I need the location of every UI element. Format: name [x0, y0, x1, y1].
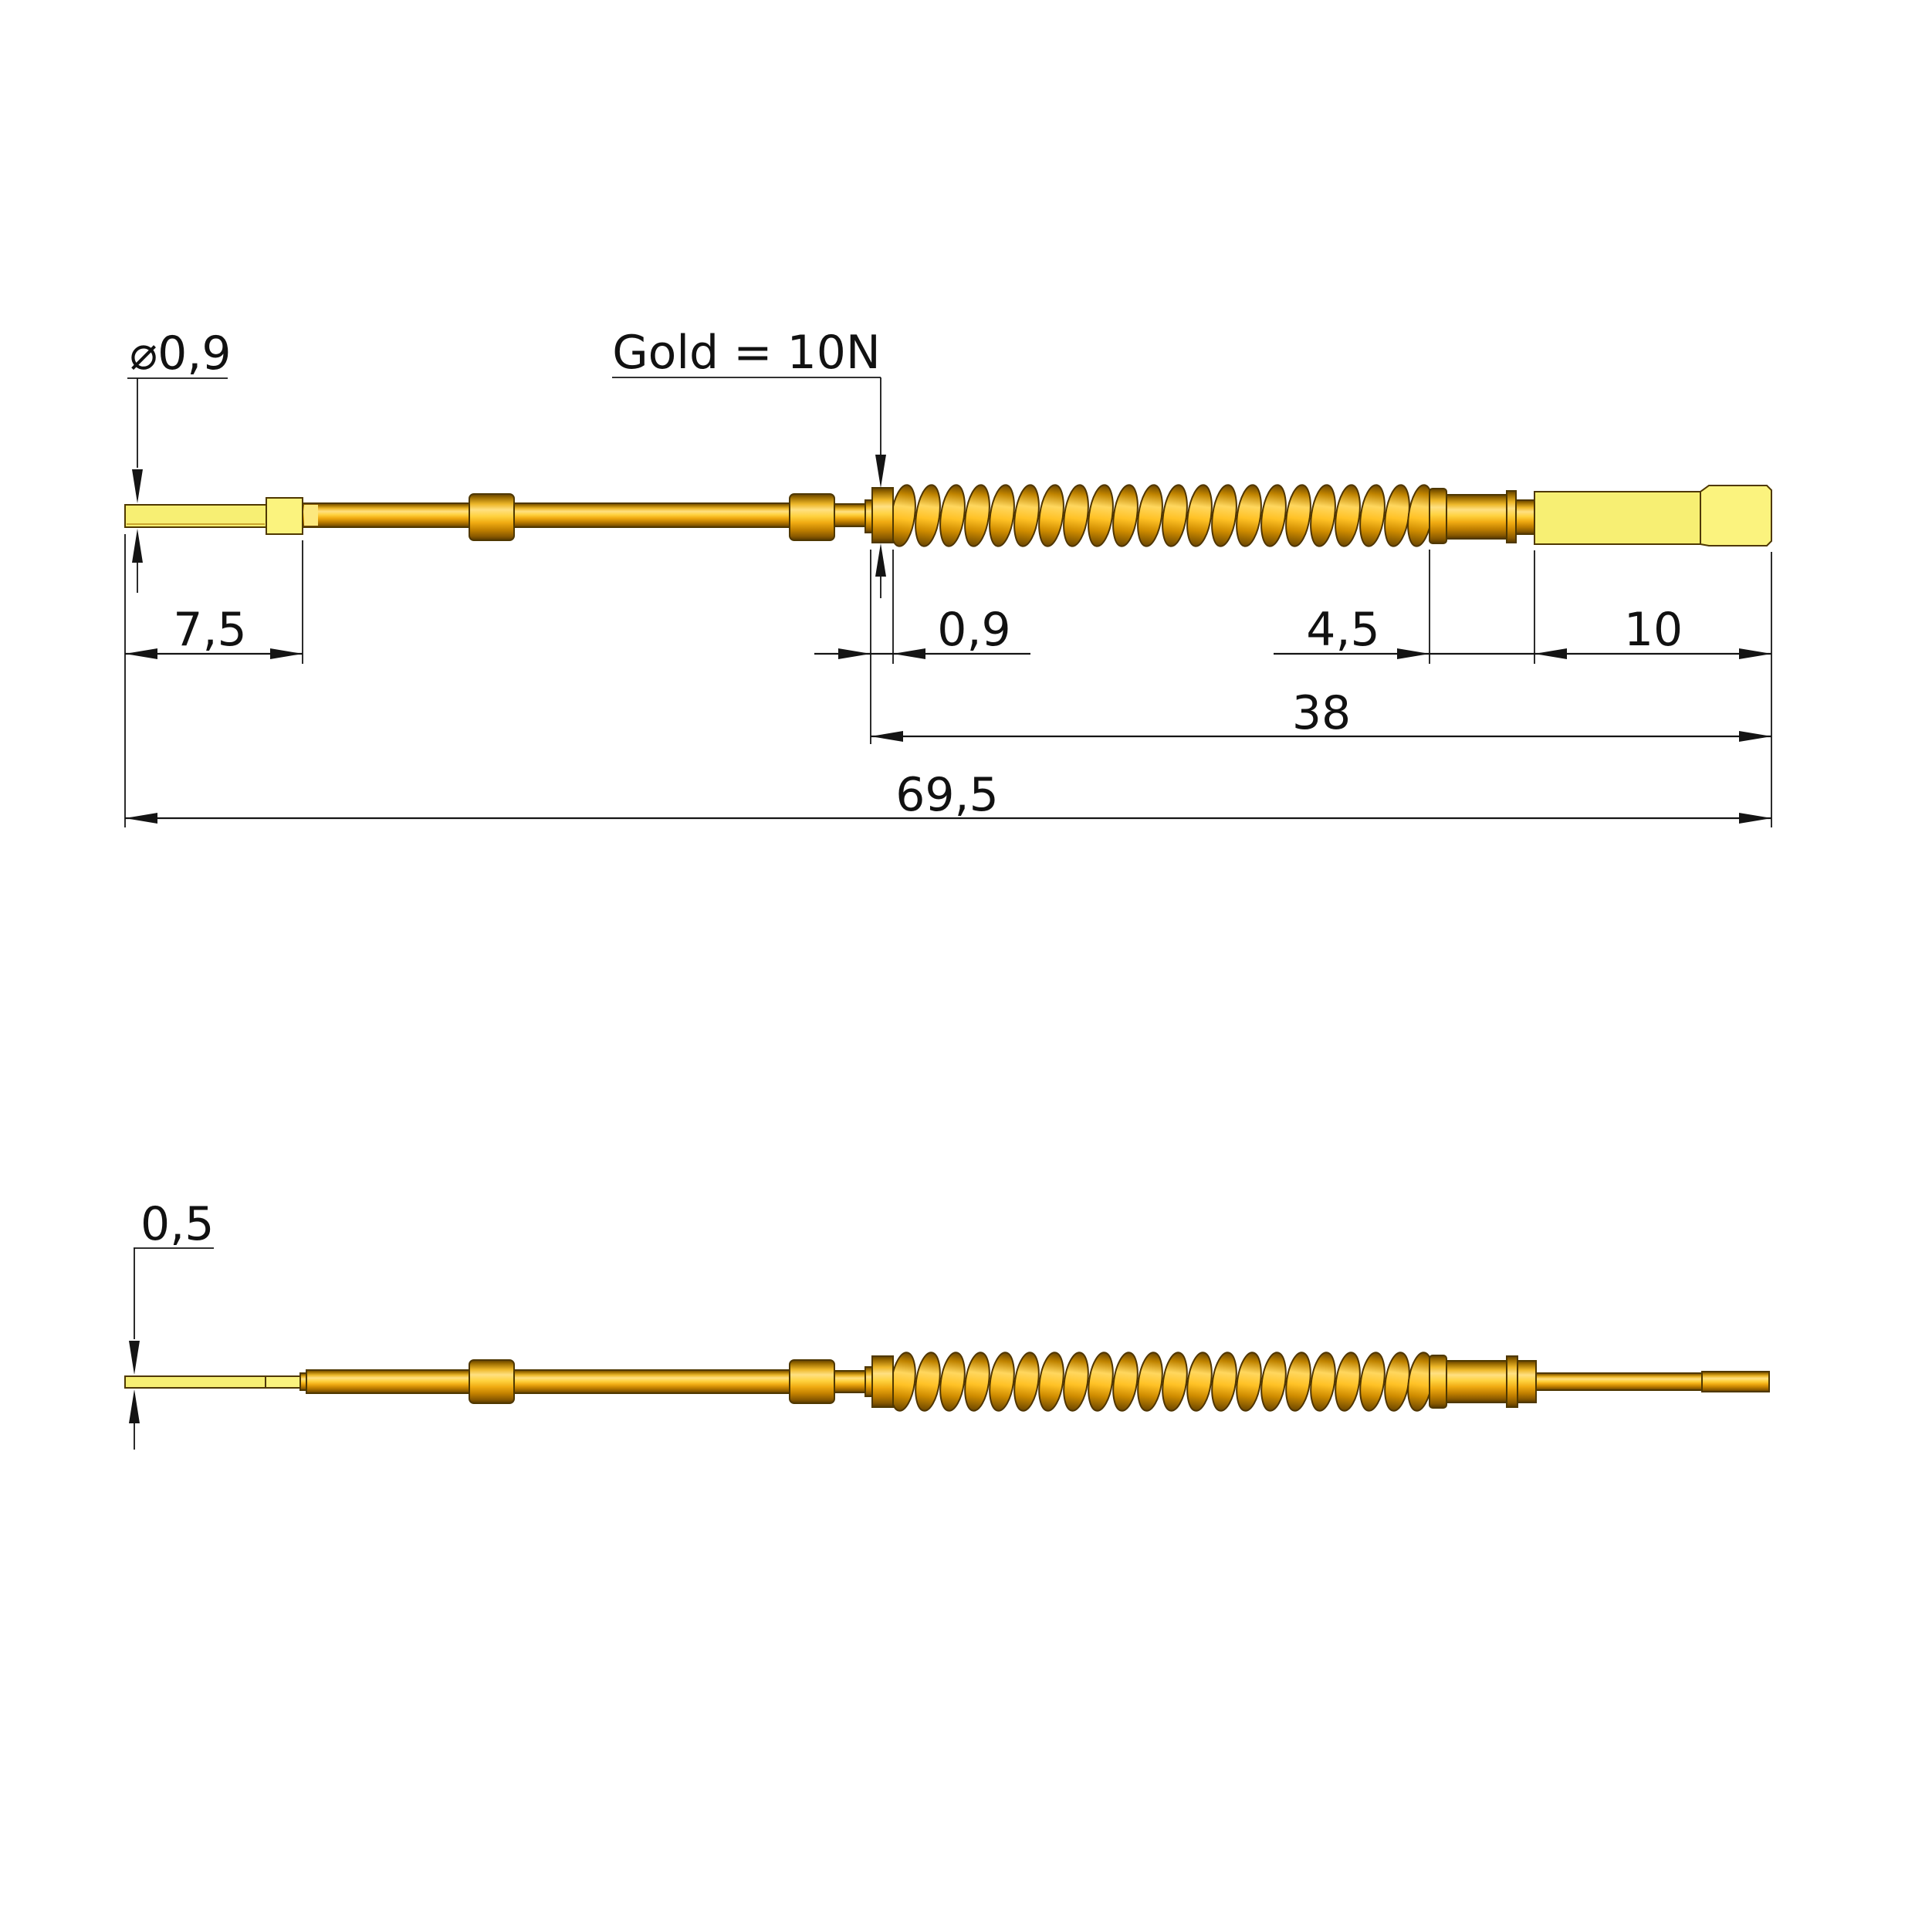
side-piston-collar	[871, 1355, 894, 1408]
sleeve-neck	[1515, 499, 1535, 535]
total-length-value: 69,5	[895, 768, 999, 822]
sleeve-lip-ring	[1506, 490, 1517, 543]
arrow-down-icon	[129, 1341, 140, 1375]
barrel-band-1	[469, 493, 515, 541]
step-ring	[864, 499, 873, 533]
side-neck	[834, 1370, 866, 1393]
side-rear-sleeve	[1446, 1360, 1507, 1403]
tip-shoulder-block	[266, 497, 303, 535]
side-step-ring	[864, 1366, 873, 1397]
dimension-tip-diameter: ⌀0,9	[127, 327, 232, 593]
dimension-total-length: 69,5	[125, 768, 1771, 824]
top-view	[124, 482, 1772, 549]
neck	[834, 503, 866, 527]
dimension-annotations: ⌀0,9 Gold = 10N	[124, 326, 1772, 1450]
tip-diameter-label: ⌀0,9	[130, 327, 232, 381]
side-lip-ring	[1506, 1355, 1518, 1408]
side-tail-end	[1701, 1371, 1770, 1392]
flat-tail	[1534, 491, 1701, 545]
arrow-up-icon	[132, 529, 143, 563]
barrel-band-2	[789, 493, 835, 541]
arrow-up-icon	[875, 543, 886, 577]
side-tip-thickness-value: 0,5	[140, 1197, 214, 1251]
dimension-tip-length: 7,5	[125, 603, 303, 659]
spring-section-value: 38	[1292, 686, 1351, 740]
rear-sleeve	[1446, 494, 1507, 540]
tip-length-value: 7,5	[173, 603, 246, 657]
piston-collar	[871, 487, 894, 543]
tail-length-value: 10	[1624, 603, 1683, 657]
barrel-bright-ring	[304, 505, 318, 526]
side-band-1	[469, 1359, 515, 1404]
spring-force-label: Gold = 10N	[612, 326, 881, 380]
dimension-spring-section: 38	[871, 686, 1771, 742]
flat-tail-end	[1700, 485, 1772, 546]
side-thin-tail	[1535, 1372, 1703, 1391]
arrow-up-icon	[129, 1389, 140, 1423]
side-spring-end-ring	[1429, 1355, 1447, 1409]
side-band-2	[789, 1359, 835, 1404]
side-tip-blade	[124, 1375, 266, 1389]
side-lip-block	[1517, 1360, 1537, 1403]
side-barrel	[306, 1369, 835, 1394]
annotation-spring-force: Gold = 10N	[612, 326, 886, 598]
spring-end-ring	[1429, 488, 1447, 544]
dimension-rear-sleeve: 4,5	[1274, 603, 1534, 659]
barrel	[302, 502, 835, 528]
dimension-piston-collar: 0,9	[814, 603, 1030, 659]
arrow-down-icon	[132, 469, 143, 503]
piston-collar-value: 0,9	[937, 603, 1010, 657]
rear-sleeve-value: 4,5	[1306, 603, 1379, 657]
extension-lines	[124, 534, 1772, 827]
side-tip-segment	[265, 1375, 301, 1389]
arrow-down-icon	[875, 455, 886, 488]
dimension-side-tip-thickness: 0,5	[129, 1197, 214, 1450]
dimension-tail-length: 10	[1534, 603, 1771, 659]
side-view	[124, 1350, 1770, 1413]
